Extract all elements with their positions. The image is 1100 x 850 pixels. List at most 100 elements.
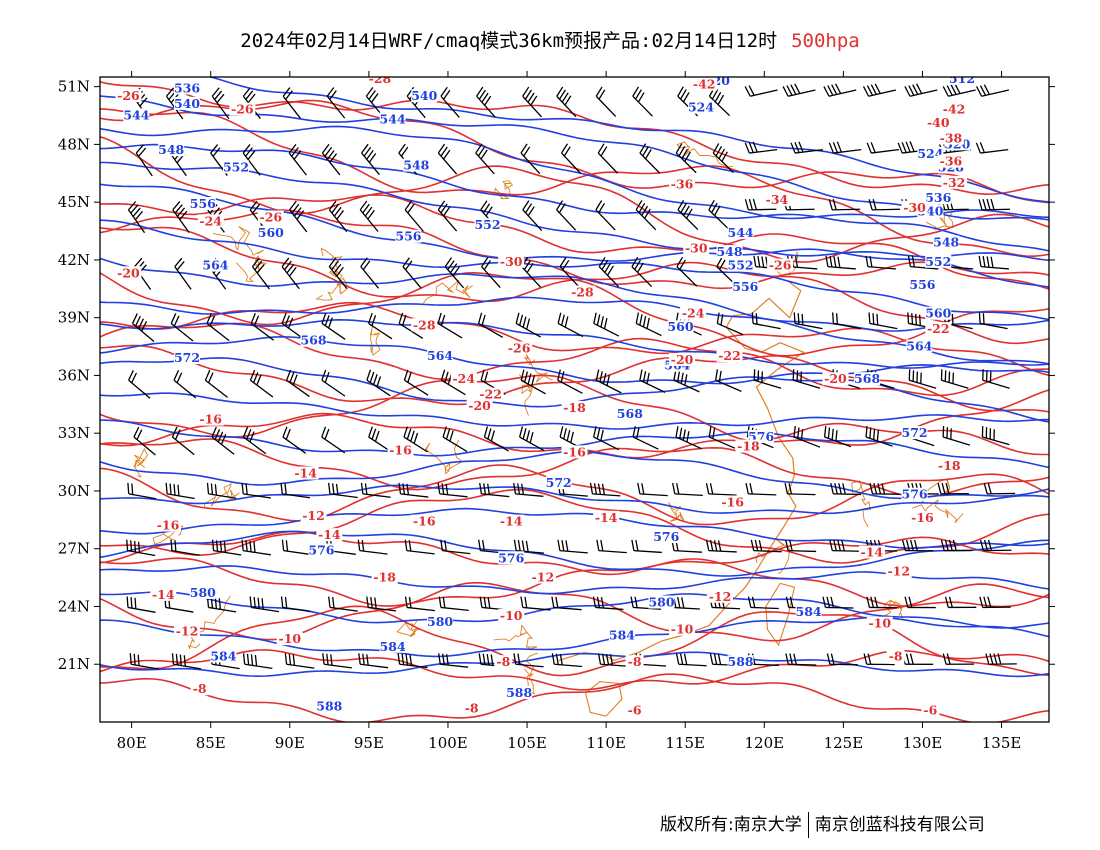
wind-barb <box>793 426 821 448</box>
barb-shaft <box>598 549 627 554</box>
barb-feather <box>634 596 638 608</box>
barb-feather <box>712 143 720 154</box>
barb-feather <box>211 426 217 438</box>
barb-feather <box>521 483 525 495</box>
barb-shaft <box>166 493 195 500</box>
barb-feather <box>744 142 750 154</box>
barb-feather <box>478 539 481 551</box>
temperature-label: -30 <box>500 254 523 269</box>
barb-feather <box>177 484 180 496</box>
temperature-contour <box>100 209 1049 290</box>
height-contour <box>100 530 1049 577</box>
wind-barb <box>635 312 662 337</box>
barb-shaft <box>980 148 1009 154</box>
barb-feather <box>211 87 220 97</box>
temperature-label-bg <box>529 570 556 584</box>
barb-feather <box>285 540 289 552</box>
barb-feather <box>404 539 408 551</box>
barb-shaft <box>708 549 737 553</box>
wind-barb <box>479 482 510 498</box>
barb-feather <box>410 430 415 442</box>
wind-barb <box>677 200 699 231</box>
barb-feather <box>250 654 254 666</box>
barb-feather <box>866 596 871 608</box>
wind-barb <box>705 482 737 496</box>
barb-feather <box>524 89 532 100</box>
barb-feather <box>829 256 833 268</box>
barb-shaft <box>982 436 1010 446</box>
height-label-bg <box>901 426 928 440</box>
barb-feather <box>360 257 368 268</box>
wind-barb <box>172 200 190 233</box>
barb-feather <box>483 483 487 495</box>
height-contours <box>100 77 1049 678</box>
barb-feather <box>564 95 572 106</box>
barb-feather <box>368 90 376 100</box>
height-label-bg <box>925 306 952 320</box>
barb-feather <box>220 434 227 445</box>
temperature-label-bg <box>115 89 142 103</box>
barb-feather <box>482 653 486 665</box>
barb-feather <box>486 654 490 666</box>
barb-feather <box>437 312 442 324</box>
temperature-label: -16 <box>157 518 180 533</box>
wind-barb <box>127 201 146 234</box>
wind-barb <box>328 596 358 612</box>
barb-shaft <box>520 379 546 395</box>
barb-feather <box>635 539 639 552</box>
barb-feather <box>601 259 609 270</box>
height-label-bg <box>173 81 200 95</box>
height-label-bg <box>316 699 343 713</box>
barb-shaft <box>675 436 702 450</box>
lat-tick-label: 51N <box>58 78 90 96</box>
barb-feather <box>404 200 413 211</box>
barb-shaft <box>910 266 939 270</box>
barb-feather <box>801 313 804 325</box>
barb-shaft <box>748 208 777 211</box>
barb-feather <box>126 596 129 608</box>
height-label: 580 <box>190 585 216 600</box>
wind-barb <box>597 653 629 667</box>
barb-feather <box>982 198 987 210</box>
height-label: 564 <box>427 348 453 363</box>
barb-feather <box>748 85 755 96</box>
wind-barb <box>823 83 857 97</box>
temperature-label-bg <box>477 387 504 401</box>
barb-feather <box>362 260 371 271</box>
barb-feather <box>280 596 284 608</box>
wind-barb <box>792 369 821 389</box>
barb-feather <box>717 540 722 552</box>
barb-shaft <box>828 89 857 97</box>
barb-shaft <box>400 493 429 498</box>
barb-feather <box>680 202 687 213</box>
barb-feather <box>747 596 752 608</box>
barb-shaft <box>244 663 273 670</box>
barb-feather <box>881 483 886 495</box>
barb-feather <box>452 266 460 277</box>
lon-tick-label: 125E <box>824 734 864 752</box>
barb-feather <box>677 86 684 97</box>
barb-feather <box>134 597 137 609</box>
lat-tick-label: 21N <box>58 655 90 673</box>
barb-feather <box>254 260 263 271</box>
barb-feather <box>597 143 605 154</box>
barb-feather <box>600 316 604 328</box>
barb-shaft <box>559 266 580 288</box>
barb-feather <box>328 200 337 211</box>
barb-feather <box>915 313 918 325</box>
barb-feather <box>635 200 643 211</box>
barb-shaft <box>368 322 393 340</box>
barb-feather <box>285 428 291 440</box>
barb-feather <box>445 428 451 440</box>
barb-feather <box>128 370 134 381</box>
barb-feather <box>761 256 765 268</box>
temperature-label: -16 <box>199 412 222 427</box>
temperature-label: -14 <box>294 466 317 481</box>
barb-shaft <box>593 436 619 451</box>
temperature-label: -28 <box>571 285 594 300</box>
barb-shaft <box>981 208 1011 211</box>
wind-barb <box>595 369 622 394</box>
barb-feather <box>179 210 188 221</box>
barb-feather <box>398 482 402 494</box>
wind-barb <box>598 256 620 288</box>
